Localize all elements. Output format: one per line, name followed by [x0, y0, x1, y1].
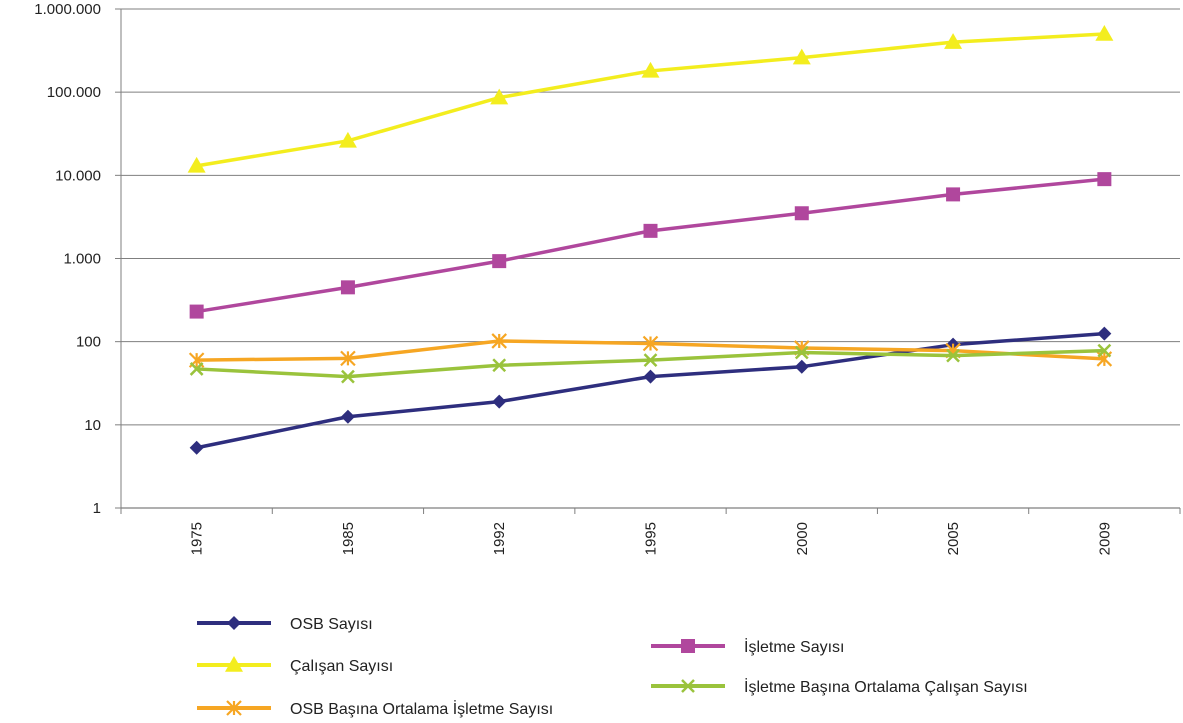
x-tick-label: 1992: [491, 522, 508, 555]
series-1-point: [644, 370, 658, 384]
legend-label: OSB Başına Ortalama İşletme Sayısı: [290, 699, 553, 718]
legend-label: İşletme Başına Ortalama Çalışan Sayısı: [744, 677, 1028, 696]
gridlines: [121, 9, 1180, 508]
y-tick-label: 100.000: [47, 84, 101, 101]
x-tick-label: 2005: [945, 522, 962, 555]
series-3: [190, 334, 1112, 367]
series-1-point: [341, 410, 355, 424]
x-tick-labels: 1975 1985 1992 1995 2000 2005 2009: [189, 522, 1114, 555]
legend-item: İşletme Başına Ortalama Çalışan Sayısı: [651, 677, 1028, 696]
axes: [115, 9, 1180, 514]
y-tick-label: 10.000: [55, 167, 101, 184]
series-1-point: [795, 360, 809, 374]
series-2-line: [197, 34, 1105, 166]
legend: OSB Sayısı Çalışan Sayısı OSB Başına Ortal…: [197, 616, 1028, 718]
legend-item: OSB Başına Ortalama İşletme Sayısı: [197, 699, 553, 718]
x-tick-label: 2009: [1096, 522, 1113, 555]
x-tick-label: 2000: [794, 522, 811, 555]
y-tick-labels: 1 10 100 1.000 10.000 100.000 1.000.000: [34, 1, 101, 517]
legend-swatch-marker: [227, 616, 241, 630]
legend-label: Çalışan Sayısı: [290, 658, 393, 675]
series-4-point: [795, 206, 809, 220]
series-4-point: [1097, 172, 1111, 186]
series-4-point: [341, 280, 355, 294]
series-4-point: [644, 224, 658, 238]
legend-swatch-marker: [681, 639, 695, 653]
series-4-line: [197, 179, 1105, 311]
series-2: [188, 25, 1114, 173]
x-tick-label: 1975: [189, 522, 206, 555]
y-tick-label: 1: [93, 500, 101, 517]
series-4: [190, 172, 1112, 318]
series-1-point: [492, 395, 506, 409]
series-4-point: [946, 187, 960, 201]
legend-label: OSB Sayısı: [290, 616, 373, 633]
legend-label: İşletme Sayısı: [744, 637, 844, 656]
y-tick-label: 100: [76, 334, 101, 351]
y-tick-label: 1.000.000: [34, 1, 101, 18]
x-tick-label: 1985: [340, 522, 357, 555]
series-1-point: [190, 441, 204, 455]
y-tick-label: 10: [84, 417, 101, 434]
x-tick-label: 1995: [643, 522, 660, 555]
series-1-point: [1097, 327, 1111, 341]
legend-item: İşletme Sayısı: [651, 637, 844, 656]
legend-item: Çalışan Sayısı: [197, 656, 393, 675]
series-lines: [188, 25, 1114, 455]
series-4-point: [190, 305, 204, 319]
y-tick-label: 1.000: [63, 251, 101, 268]
series-4-point: [492, 254, 506, 268]
legend-item: OSB Sayısı: [197, 616, 373, 633]
